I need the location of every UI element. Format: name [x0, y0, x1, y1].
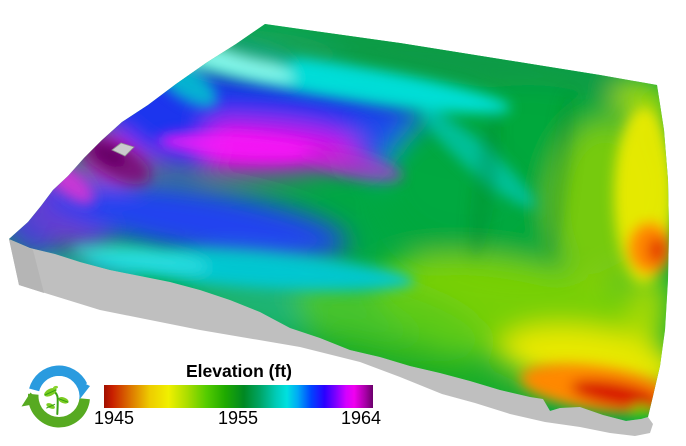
svg-text:1945: 1945: [94, 408, 134, 428]
svg-text:1964: 1964: [341, 408, 381, 428]
svg-text:Elevation (ft): Elevation (ft): [186, 361, 292, 381]
svg-text:1955: 1955: [218, 408, 258, 428]
